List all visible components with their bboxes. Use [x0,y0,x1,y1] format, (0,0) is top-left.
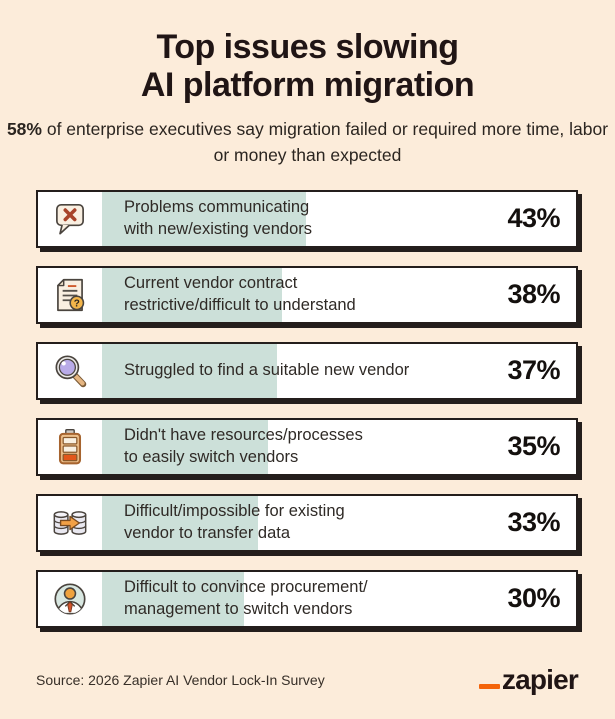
row-value: 37% [507,355,560,386]
title-line-2: AI platform migration [140,66,475,105]
bar-fill [102,267,283,322]
row-value: 30% [507,583,560,614]
table-row: Struggled to find a suitable new vendor … [36,341,578,400]
bar-track: Current vendor contract restrictive/diff… [102,267,576,322]
zapier-underscore-icon [478,683,500,689]
footer: Source: 2026 Zapier AI Vendor Lock-In Su… [36,663,579,695]
bar-fill [102,191,306,246]
table-row: Didn't have resources/processes to easil… [36,417,578,476]
table-row: Difficult/impossible for existing vendor… [36,493,578,552]
bar-fill [102,495,259,550]
row-label: Didn't have resources/processes to easil… [124,426,363,466]
row-value: 43% [507,203,560,234]
table-row: Difficult to convince procurement/ manag… [36,569,578,628]
contract-question-icon: ? [38,267,102,322]
table-row: Problems communicating with new/existing… [36,189,578,248]
person-icon [38,571,102,626]
magnifier-icon [38,343,102,398]
row-label: Current vendor contract restrictive/diff… [124,274,356,314]
bar-fill [102,343,278,398]
subtitle-text: of enterprise executives say migration f… [41,119,609,165]
row-value: 33% [507,507,560,538]
svg-text:?: ? [74,298,80,309]
page-title: Top issues slowing AI platform migration [0,28,615,104]
row-value: 38% [507,279,560,310]
row-label: Difficult/impossible for existing vendor… [124,502,345,542]
header: Top issues slowing AI platform migration… [0,0,615,168]
subtitle: 58% of enterprise executives say migrati… [0,117,615,168]
zapier-wordmark: zapier [501,663,579,695]
subtitle-stat: 58% [6,119,42,140]
title-line-1: Top issues slowing [156,28,459,66]
bar-fill [102,571,245,626]
bar-chart: Problems communicating with new/existing… [36,189,578,628]
low-battery-icon [38,419,102,474]
row-label: Difficult to convince procurement/ manag… [124,578,368,618]
row-label: Struggled to find a suitable new vendor [124,361,410,380]
chat-error-icon [38,191,102,246]
row-label: Problems communicating with new/existing… [124,198,313,238]
table-row: ? Current vendor contract restrictive/di… [36,265,578,324]
bar-track: Didn't have resources/processes to easil… [102,419,576,474]
data-transfer-icon [38,495,102,550]
bar-track: Difficult to convince procurement/ manag… [102,571,576,626]
bar-track: Struggled to find a suitable new vendor … [102,343,576,398]
bar-fill [102,419,268,474]
zapier-logo: zapier [478,663,579,695]
source-text: Source: 2026 Zapier AI Vendor Lock-In Su… [36,671,325,688]
bar-track: Problems communicating with new/existing… [102,191,576,246]
bar-track: Difficult/impossible for existing vendor… [102,495,576,550]
row-value: 35% [507,431,560,462]
